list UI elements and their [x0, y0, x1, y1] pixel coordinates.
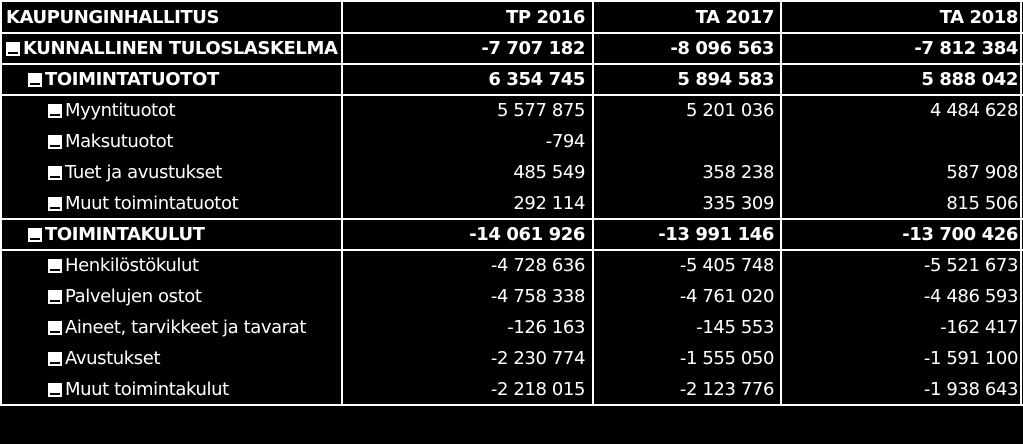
value-cell: 815 506: [946, 193, 1018, 214]
collapse-icon[interactable]: [28, 227, 42, 242]
value-cell: 5 201 036: [685, 100, 774, 121]
value-cell: 335 309: [702, 193, 774, 214]
value-cell: [790, 126, 1018, 157]
row-label[interactable]: Avustukset: [48, 343, 335, 374]
row-label-text: Muut toimintatuotot: [65, 193, 239, 214]
row-label[interactable]: Henkilöstökulut: [48, 250, 335, 281]
column-border: [0, 0, 2, 406]
row-label[interactable]: Maksutuotot: [48, 126, 335, 157]
value-cell: -145 553: [696, 317, 774, 338]
value-cell: -4 486 593: [923, 286, 1019, 307]
row-border: [0, 404, 1023, 406]
value-cell: 5 894 583: [677, 69, 774, 90]
row-border: [0, 94, 1023, 96]
value-cell: -794: [545, 131, 586, 152]
value-cell: -4 728 636: [490, 255, 586, 276]
value-cell: -13 991 146: [658, 224, 774, 245]
column-border: [1020, 0, 1022, 406]
value-cell: -4 758 338: [490, 286, 586, 307]
row-border: [0, 0, 1023, 2]
row-label-text: Palvelujen ostot: [65, 286, 202, 307]
column-border: [780, 0, 782, 406]
value-cell: -5 405 748: [679, 255, 775, 276]
column-border: [592, 0, 594, 406]
row-label-text: Aineet, tarvikkeet ja tavarat: [65, 317, 307, 338]
value-cell: -7 707 182: [481, 38, 585, 59]
collapse-icon[interactable]: [48, 196, 62, 211]
value-cell: -13 700 426: [902, 224, 1018, 245]
collapse-icon[interactable]: [48, 351, 62, 366]
row-label-text: Maksutuotot: [65, 131, 173, 152]
value-cell: 587 908: [946, 162, 1018, 183]
collapse-icon[interactable]: [48, 103, 62, 118]
row-label[interactable]: Muut toimintatuotot: [48, 188, 335, 219]
row-label-text: TOIMINTATUOTOT: [45, 69, 219, 90]
value-cell: -5 521 673: [923, 255, 1019, 276]
column-header-ta2018: TA 2018: [939, 7, 1019, 28]
value-cell: 6 354 745: [488, 69, 585, 90]
collapse-icon[interactable]: [48, 320, 62, 335]
row-label-text: Tuet ja avustukset: [65, 162, 222, 183]
row-label-text: Avustukset: [65, 348, 161, 369]
value-cell: 5 888 042: [921, 69, 1018, 90]
row-label[interactable]: Muut toimintakulut: [48, 374, 335, 405]
row-border: [0, 249, 1023, 251]
value-cell: -2 230 774: [490, 348, 586, 369]
row-label[interactable]: TOIMINTATUOTOT: [28, 64, 335, 95]
row-label[interactable]: Tuet ja avustukset: [48, 157, 335, 188]
collapse-icon[interactable]: [48, 382, 62, 397]
row-label[interactable]: TOIMINTAKULUT: [28, 219, 335, 250]
collapse-icon[interactable]: [28, 72, 42, 87]
value-cell: -126 163: [507, 317, 585, 338]
row-label[interactable]: Myyntituotot: [48, 95, 335, 126]
value-cell: -1 555 050: [679, 348, 775, 369]
value-cell: 485 549: [513, 162, 585, 183]
row-label-text: Muut toimintakulut: [65, 379, 229, 400]
row-border: [0, 32, 1023, 34]
collapse-icon[interactable]: [48, 165, 62, 180]
column-header-tp2016: TP 2016: [505, 7, 585, 28]
value-cell: -7 812 384: [914, 38, 1018, 59]
row-label-text: Myyntituotot: [65, 100, 176, 121]
row-label[interactable]: Aineet, tarvikkeet ja tavarat: [48, 312, 335, 343]
value-cell: [600, 126, 774, 157]
value-cell: -2 218 015: [490, 379, 586, 400]
row-label-text: Henkilöstökulut: [65, 255, 199, 276]
value-cell: -14 061 926: [469, 224, 585, 245]
collapse-icon[interactable]: [48, 289, 62, 304]
table-title: KAUPUNGINHALLITUS: [6, 7, 220, 28]
row-label-text: TOIMINTAKULUT: [45, 224, 205, 245]
value-cell: -8 096 563: [670, 38, 774, 59]
value-cell: 4 484 628: [929, 100, 1018, 121]
value-cell: -2 123 776: [679, 379, 775, 400]
row-label[interactable]: Palvelujen ostot: [48, 281, 335, 312]
row-border: [0, 63, 1023, 65]
row-label-text: KUNNALLINEN TULOSLASKELMA: [23, 38, 338, 59]
value-cell: 292 114: [513, 193, 585, 214]
row-border: [0, 218, 1023, 220]
collapse-icon[interactable]: [6, 41, 20, 56]
value-cell: 5 577 875: [496, 100, 585, 121]
column-header-ta2017: TA 2017: [695, 7, 775, 28]
value-cell: -162 417: [940, 317, 1018, 338]
column-border: [341, 0, 343, 406]
value-cell: -1 938 643: [923, 379, 1019, 400]
value-cell: -4 761 020: [679, 286, 775, 307]
value-cell: -1 591 100: [923, 348, 1019, 369]
row-label[interactable]: KUNNALLINEN TULOSLASKELMA: [6, 33, 338, 64]
collapse-icon[interactable]: [48, 258, 62, 273]
collapse-icon[interactable]: [48, 134, 62, 149]
value-cell: 358 238: [702, 162, 774, 183]
